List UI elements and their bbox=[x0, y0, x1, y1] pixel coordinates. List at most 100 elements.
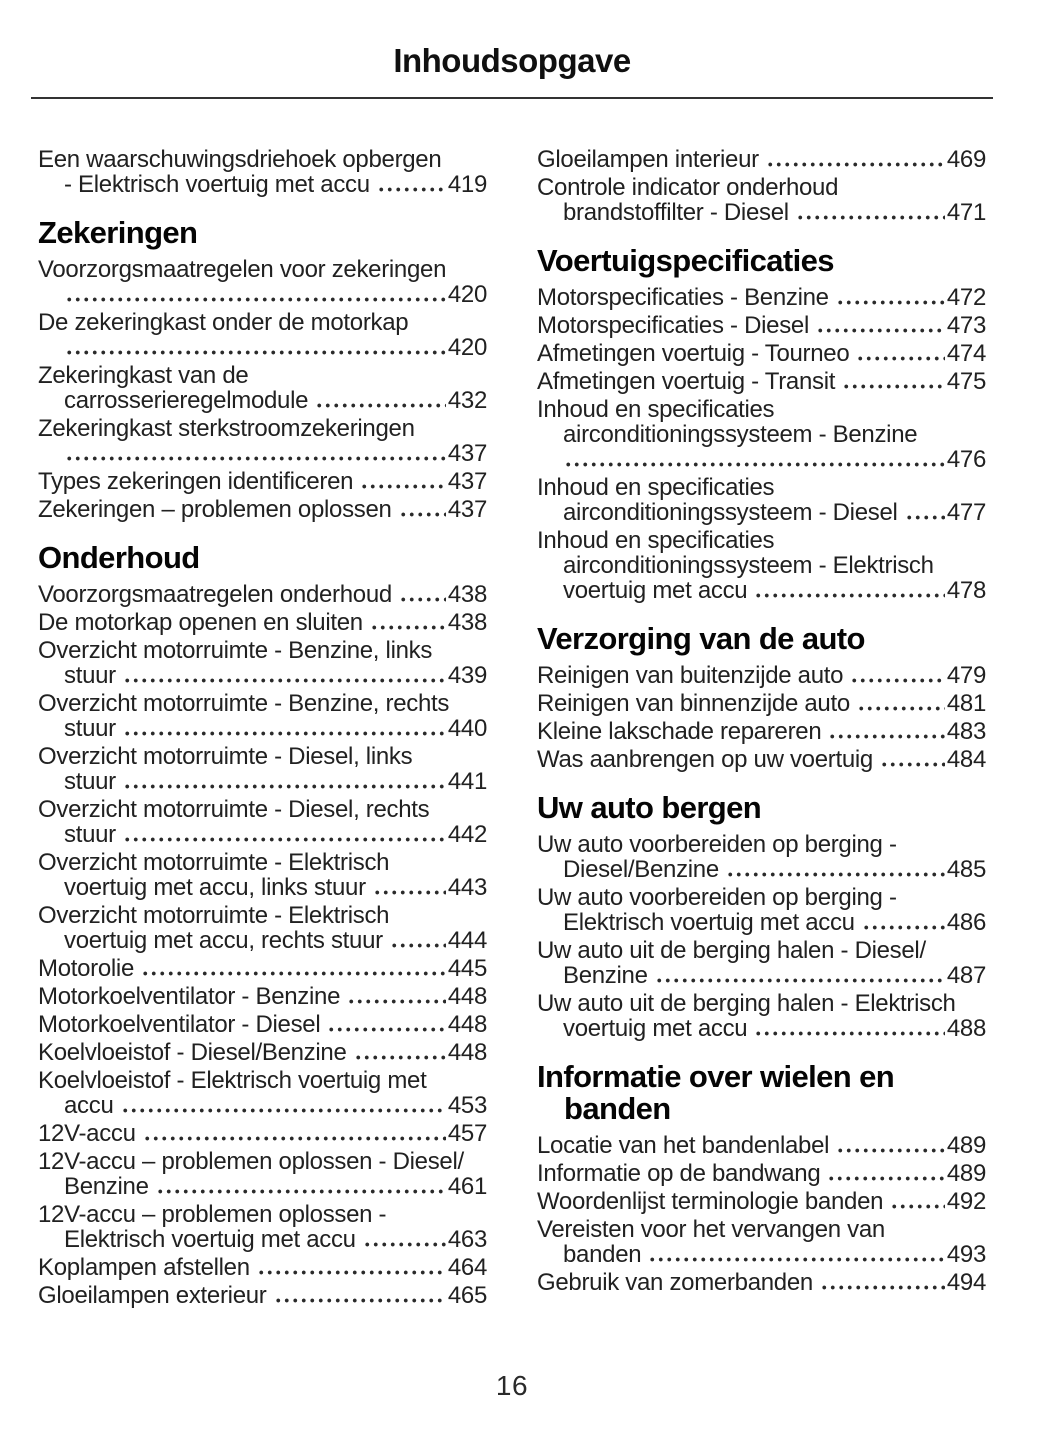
entry-text: - Elektrisch voertuig met accu bbox=[64, 171, 370, 198]
toc-line: Overzicht motorruimte - Elektrisch bbox=[38, 850, 487, 875]
dot-leader bbox=[65, 282, 446, 307]
dot-leader bbox=[648, 1242, 945, 1267]
entry-text: Overzicht motorruimte - Benzine, links bbox=[38, 637, 433, 664]
toc-line: Reinigen van buitenzijde auto 479 bbox=[537, 663, 986, 688]
page-ref: 457 bbox=[447, 1120, 487, 1147]
toc-line: Inhoud en specificaties bbox=[537, 397, 986, 422]
entry-text: Overzicht motorruimte - Elektrisch bbox=[38, 902, 390, 929]
entry-text: Elektrisch voertuig met accu bbox=[563, 909, 855, 936]
toc-entry: Motorkoelventilator - Benzine 448 bbox=[38, 984, 487, 1009]
toc-line: carrosserieregelmodule 432 bbox=[38, 388, 487, 413]
toc-line: Overzicht motorruimte - Diesel, rechts bbox=[38, 797, 487, 822]
entry-text: 12V-accu – problemen oplossen - Diesel/ bbox=[38, 1148, 464, 1175]
dot-leader bbox=[65, 335, 446, 360]
toc-entry: Uw auto voorbereiden op berging - Diesel/… bbox=[537, 832, 986, 882]
page-ref: 484 bbox=[946, 746, 986, 773]
toc-line: - Elektrisch voertuig met accu 419 bbox=[38, 172, 487, 197]
entry-text: Motorkoelventilator - Benzine bbox=[38, 983, 341, 1010]
toc-entry: Afmetingen voertuig - Tourneo 474 bbox=[537, 341, 986, 366]
toc-entry: De zekeringkast onder de motorkap 420 bbox=[38, 310, 487, 360]
dot-leader bbox=[904, 500, 945, 525]
dot-leader bbox=[850, 663, 945, 688]
dot-leader bbox=[142, 1121, 446, 1146]
toc-entry: Locatie van het bandenlabel 489 bbox=[537, 1133, 986, 1158]
entry-text: Zekeringkast van de bbox=[38, 362, 249, 389]
dot-leader bbox=[828, 719, 945, 744]
entry-text: Motorspecificaties - Diesel bbox=[537, 312, 809, 339]
toc-line: Zekeringkast sterkstroomzekeringen bbox=[38, 416, 487, 441]
toc-line: Inhoud en specificaties bbox=[537, 475, 986, 500]
toc-line: Gloeilampen interieur 469 bbox=[537, 147, 986, 172]
toc-line: Overzicht motorruimte - Elektrisch bbox=[38, 903, 487, 928]
entry-text: Koplampen afstellen bbox=[38, 1254, 250, 1281]
toc-line: 12V-accu 457 bbox=[38, 1121, 487, 1146]
toc-entry: Overzicht motorruimte - Diesel, rechts st… bbox=[38, 797, 487, 847]
toc-line: De motorkap openen en sluiten 438 bbox=[38, 610, 487, 635]
toc-entry: Motorkoelventilator - Diesel 448 bbox=[38, 1012, 487, 1037]
toc-line: airconditioningssysteem - Elektrisch bbox=[537, 553, 986, 578]
entry-text: Woordenlijst terminologie banden bbox=[537, 1188, 884, 1215]
toc-entry: Motorolie 445 bbox=[38, 956, 487, 981]
entry-text: Gloeilampen exterieur bbox=[38, 1282, 267, 1309]
toc-line: airconditioningssysteem - Benzine bbox=[537, 422, 986, 447]
page-ref: 488 bbox=[946, 1015, 986, 1042]
section-header-line: Voertuigspecificaties bbox=[537, 243, 835, 278]
toc-line: Koplampen afstellen 464 bbox=[38, 1255, 487, 1280]
toc-line: Afmetingen voertuig - Transit 475 bbox=[537, 369, 986, 394]
entry-text: voertuig met accu bbox=[563, 577, 748, 604]
toc-line: Kleine lakschade repareren 483 bbox=[537, 719, 986, 744]
dot-leader bbox=[141, 956, 446, 981]
toc-entry: Reinigen van buitenzijde auto 479 bbox=[537, 663, 986, 688]
toc-line: 476 bbox=[537, 447, 986, 472]
toc-line: Koelvloeistof - Elektrisch voertuig met bbox=[38, 1068, 487, 1093]
section-header-line: Uw auto bergen bbox=[537, 790, 762, 825]
dot-leader bbox=[315, 388, 446, 413]
toc-entry: Afmetingen voertuig - Transit 475 bbox=[537, 369, 986, 394]
section-header-line: Verzorging van de auto bbox=[537, 621, 865, 656]
toc-line: voertuig met accu, rechts stuur 444 bbox=[38, 928, 487, 953]
toc-line: Uw auto uit de berging halen - Diesel/ bbox=[537, 938, 986, 963]
toc-line: 12V-accu – problemen oplossen - bbox=[38, 1202, 487, 1227]
page-ref: 464 bbox=[447, 1254, 487, 1281]
toc-line: Uw auto uit de berging halen - Elektrisc… bbox=[537, 991, 986, 1016]
entry-text: Elektrisch voertuig met accu bbox=[64, 1226, 356, 1253]
entry-text: Controle indicator onderhoud bbox=[537, 174, 839, 201]
dot-leader bbox=[398, 497, 446, 522]
page-number: 16 bbox=[495, 1370, 529, 1401]
dot-leader bbox=[273, 1283, 446, 1308]
toc-line: Informatie op de bandwang 489 bbox=[537, 1161, 986, 1186]
entry-text: Koelvloeistof - Elektrisch voertuig met bbox=[38, 1067, 427, 1094]
entry-text: voertuig met accu, links stuur bbox=[64, 874, 366, 901]
entry-text: Een waarschuwingsdriehoek opbergen bbox=[38, 146, 442, 173]
page-ref: 445 bbox=[447, 955, 487, 982]
dot-leader bbox=[861, 910, 945, 935]
toc-entry: Controle indicator onderhoud brandstoffil… bbox=[537, 175, 986, 225]
toc-entry: Koplampen afstellen 464 bbox=[38, 1255, 487, 1280]
page-ref: 487 bbox=[946, 962, 986, 989]
section-header: Uw auto bergen bbox=[537, 792, 986, 824]
dot-leader bbox=[120, 1093, 446, 1118]
dot-leader bbox=[155, 1174, 446, 1199]
toc-entry: 12V-accu 457 bbox=[38, 1121, 487, 1146]
entry-text: Types zekeringen identificeren bbox=[38, 468, 354, 495]
toc-entry: Uw auto uit de berging halen - Elektrisc… bbox=[537, 991, 986, 1041]
toc-line: Voorzorgsmaatregelen onderhoud 438 bbox=[38, 582, 487, 607]
section-header: Onderhoud bbox=[38, 542, 487, 574]
entry-text: Motorkoelventilator - Diesel bbox=[38, 1011, 321, 1038]
dot-leader bbox=[819, 1270, 945, 1295]
title-divider bbox=[31, 97, 993, 99]
section-header: Zekeringen bbox=[38, 217, 487, 249]
page-ref: 443 bbox=[447, 874, 487, 901]
page-ref: 437 bbox=[447, 440, 487, 467]
page-ref: 420 bbox=[447, 281, 487, 308]
toc-entry: 12V-accu – problemen oplossen - Elektrisc… bbox=[38, 1202, 487, 1252]
toc-entry: Kleine lakschade repareren 483 bbox=[537, 719, 986, 744]
section-header: Verzorging van de auto bbox=[537, 623, 986, 655]
page-title: Inhoudsopgave bbox=[393, 42, 631, 79]
section-header: Informatie over wielen en banden bbox=[537, 1061, 986, 1125]
dot-leader bbox=[856, 341, 945, 366]
toc-line: Motorspecificaties - Diesel 473 bbox=[537, 313, 986, 338]
toc-line: Gloeilampen exterieur 465 bbox=[38, 1283, 487, 1308]
toc-entry: Was aanbrengen op uw voertuig 484 bbox=[537, 747, 986, 772]
toc-line: Overzicht motorruimte - Benzine, rechts bbox=[38, 691, 487, 716]
